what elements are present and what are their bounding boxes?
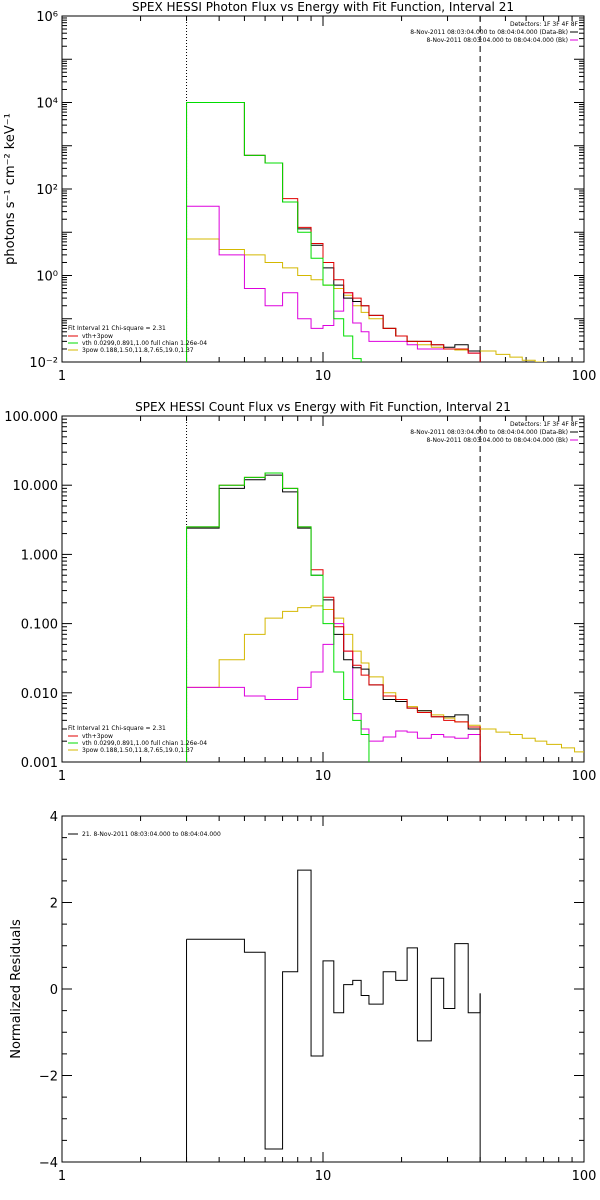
chart-panel-3: 1 10 100 −4 −2 0 2 4 Normalized Residuals 21. 8-N…: [9, 810, 596, 1184]
y-tick-label: 10.000: [13, 479, 59, 494]
series-group: [186, 869, 481, 1162]
x-tick-label: 1: [58, 1169, 66, 1184]
y-tick-label: 10²: [36, 183, 58, 198]
fit-interval-label: Fit Interval 21 Chi-square = 2.31: [68, 325, 166, 332]
y-tick-label: −4: [39, 1156, 58, 1171]
series-line-3pow: [186, 238, 481, 362]
y-tick-label: −2: [39, 1070, 58, 1085]
chart-panel-2: SPEX HESSI Count Flux vs Energy with Fit…: [4, 400, 596, 784]
legend-label: vth+3pow: [82, 733, 113, 740]
x-tick-label: 100: [572, 1169, 597, 1184]
series-line-3pow-extension: [480, 728, 584, 753]
y-axis-label: Normalized Residuals: [9, 919, 24, 1059]
legend-label: 3pow 0.188,1.50,11.8,7.65,19.0,1.37: [82, 747, 194, 754]
y-tick-label: 10⁰: [36, 270, 58, 285]
x-tick-label: 10: [315, 369, 332, 384]
chart-panel-1: SPEX HESSI Photon Flux vs Energy with Fi…: [3, 0, 596, 384]
x-tick-label: 10: [315, 769, 332, 784]
series-line-vth: [186, 472, 370, 762]
y-tick-label: 4: [50, 810, 58, 825]
series-line-vth-3pow: [186, 472, 481, 762]
y-tick-label: 10⁴: [36, 97, 58, 112]
y-tick-label: 0: [50, 983, 58, 998]
legend-label: vth 0.0299,0.891,1.00 full chian 1.26e-0…: [82, 340, 207, 347]
y-tick-label: 100.000: [4, 410, 58, 425]
time-range-data-bk: 8-Nov-2011 08:03:04.000 to 08:04:04.000 …: [410, 29, 568, 36]
x-tick-label: 100: [572, 769, 597, 784]
time-range-bk: 8-Nov-2011 08:03:04.000 to 08:04:04.000 …: [426, 437, 568, 444]
chart-title: SPEX HESSI Count Flux vs Energy with Fit…: [135, 400, 511, 414]
x-tick-label: 10: [315, 1169, 332, 1184]
fit-interval-label: Fit Interval 21 Chi-square = 2.31: [68, 725, 166, 732]
x-tick-label: 1: [58, 769, 66, 784]
legend-label: 3pow 0.188,1.50,11.8,7.65,19.0,1.37: [82, 347, 194, 354]
series-line-3pow: [186, 605, 481, 762]
y-tick-label: 1.000: [21, 548, 58, 563]
legend-label: vth+3pow: [82, 333, 113, 340]
time-range-bk: 8-Nov-2011 08:03:04.000 to 08:04:04.000 …: [426, 37, 568, 44]
series-line-3pow-extension: [480, 350, 547, 362]
series-line-vth: [186, 102, 362, 362]
legend-label: vth 0.0299,0.891,1.00 full chian 1.26e-0…: [82, 740, 207, 747]
x-tick-label: 100: [572, 369, 597, 384]
y-tick-label: 0.100: [21, 618, 58, 633]
detectors-label: Detectors: 1F 3F 4F 8F: [510, 21, 579, 28]
time-range-data-bk: 8-Nov-2011 08:03:04.000 to 08:04:04.000 …: [410, 429, 568, 436]
series-line-residuals: [186, 869, 481, 1150]
plot-frame: [61, 15, 585, 363]
x-tick-label: 1: [58, 369, 66, 384]
chart-title: SPEX HESSI Photon Flux vs Energy with Fi…: [132, 0, 514, 14]
series-group: [186, 472, 584, 762]
y-tick-label: 0.010: [21, 687, 58, 702]
y-tick-label: 10⁶: [36, 10, 58, 25]
detectors-label: Detectors: 1F 3F 4F 8F: [510, 421, 579, 428]
legend-label: 21. 8-Nov-2011 08:03:04.000 to 08:04:04.…: [82, 831, 221, 838]
series-group: [186, 102, 547, 362]
y-tick-label: 0.001: [21, 756, 58, 771]
y-axis-label: photons s⁻¹ cm⁻² keV⁻¹: [3, 113, 18, 265]
y-tick-label: 10⁻²: [29, 356, 58, 371]
y-tick-label: 2: [50, 897, 58, 912]
